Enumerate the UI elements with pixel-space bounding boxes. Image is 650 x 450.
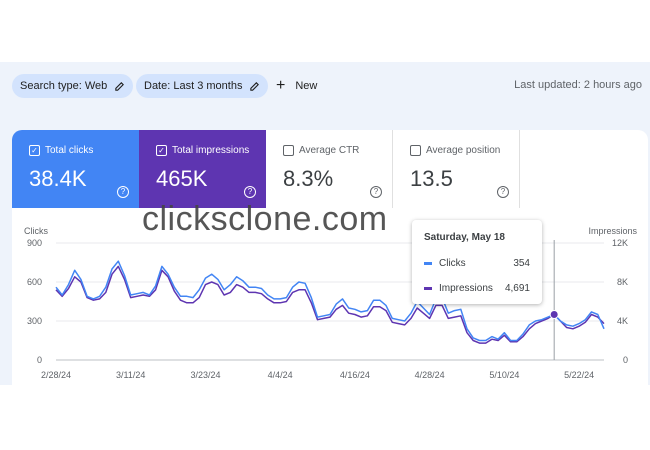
help-icon[interactable]: ? [370, 186, 382, 198]
metric-label: Total clicks [45, 145, 94, 156]
series-swatch [424, 262, 432, 265]
x-tick-label: 4/28/24 [415, 370, 445, 380]
tooltip-series-value: 354 [513, 258, 530, 269]
tooltip-series-name: Impressions [439, 283, 493, 294]
help-icon[interactable]: ? [244, 186, 256, 198]
metric-value: 13.5 [410, 166, 453, 191]
metric-total-impressions[interactable]: ✓ Total impressions 465K ? [139, 130, 266, 208]
metric-average-ctr[interactable]: Average CTR 8.3% ? [266, 130, 393, 208]
x-tick-label: 5/22/24 [564, 370, 594, 380]
filter-toolbar: Search type: Web Date: Last 3 months + N… [0, 62, 650, 110]
plus-icon: + [276, 77, 286, 94]
date-range-label: Date: Last 3 months [144, 80, 243, 92]
metric-label: Average position [426, 145, 501, 156]
search-type-label: Search type: Web [20, 80, 108, 92]
tooltip-series-value: 4,691 [504, 283, 530, 294]
x-tick-label: 5/10/24 [489, 370, 519, 380]
tooltip-row-impressions: Impressions 4,691 [424, 283, 530, 294]
right-tick-label: 8K [617, 277, 628, 287]
checkbox-checked-icon[interactable]: ✓ [156, 145, 167, 156]
right-tick-label: 4K [617, 316, 628, 326]
hover-point[interactable] [549, 310, 559, 319]
x-tick-label: 2/28/24 [41, 370, 71, 380]
left-axis-title: Clicks [24, 226, 48, 236]
checkbox-unchecked-icon[interactable] [283, 145, 294, 156]
metric-total-clicks[interactable]: ✓ Total clicks 38.4K ? [12, 130, 139, 208]
help-icon[interactable]: ? [497, 186, 509, 198]
search-type-chip[interactable]: Search type: Web [12, 74, 134, 98]
last-updated-text: Last updated: 2 hours ago [514, 79, 642, 91]
x-tick-label: 3/11/24 [116, 370, 145, 380]
x-tick-label: 3/23/24 [190, 370, 220, 380]
metric-average-position[interactable]: Average position 13.5 ? [393, 130, 520, 208]
edit-pencil-icon [250, 81, 260, 91]
series-line-impressions [55, 265, 605, 344]
metric-label: Average CTR [299, 145, 360, 156]
metric-label: Total impressions [172, 145, 250, 156]
metric-value: 465K [156, 166, 208, 191]
new-filter-label: New [295, 80, 318, 92]
tooltip-series-name: Clicks [439, 258, 466, 269]
tooltip-row-clicks: Clicks 354 [424, 258, 530, 269]
performance-card: ✓ Total clicks 38.4K ? ✓ Total impressio… [12, 130, 648, 392]
x-tick-label: 4/4/24 [268, 370, 293, 380]
checkbox-unchecked-icon[interactable] [410, 145, 421, 156]
series-line-clicks [55, 260, 605, 342]
metric-value: 8.3% [283, 166, 334, 191]
chart-tooltip: Saturday, May 18 Clicks 354 Impressions … [412, 220, 542, 304]
watermark-text: clicksclone.com [142, 200, 388, 238]
right-axis-title: Impressions [588, 226, 637, 236]
new-filter-button[interactable]: + New [276, 74, 317, 98]
help-icon[interactable]: ? [117, 186, 129, 198]
metric-value: 38.4K [29, 166, 87, 191]
tooltip-date: Saturday, May 18 [424, 232, 505, 243]
checkbox-checked-icon[interactable]: ✓ [29, 145, 40, 156]
date-range-chip[interactable]: Date: Last 3 months [136, 74, 269, 98]
left-tick-label: 0 [37, 355, 42, 365]
edit-pencil-icon [115, 81, 125, 91]
right-tick-label: 0 [623, 355, 628, 365]
left-tick-label: 900 [27, 238, 42, 248]
left-tick-label: 600 [27, 277, 42, 287]
x-tick-label: 4/16/24 [340, 370, 370, 380]
right-tick-label: 12K [612, 238, 628, 248]
series-swatch [424, 287, 432, 290]
left-tick-label: 300 [27, 316, 42, 326]
